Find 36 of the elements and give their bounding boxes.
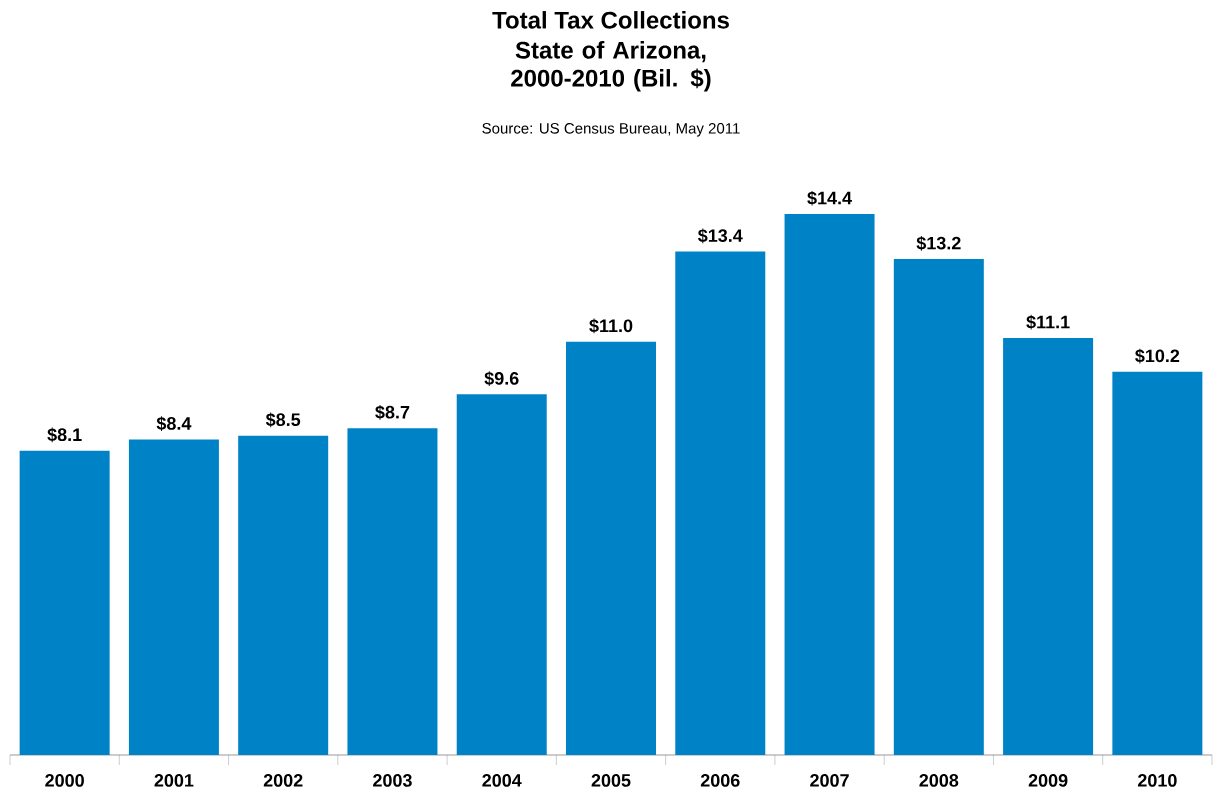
bar	[1112, 371, 1203, 755]
data-label: $8.7	[375, 405, 410, 420]
bar	[238, 435, 329, 755]
data-label: $8.1	[47, 427, 82, 443]
data-label: $14.4	[807, 190, 852, 206]
bar	[784, 213, 875, 755]
data-label: $10.2	[1135, 348, 1180, 364]
bar	[456, 394, 547, 755]
x-tick-label: 2009	[1028, 774, 1068, 787]
bar	[893, 259, 984, 755]
source-note: Source: US Census Bureau, May 2011	[482, 123, 740, 137]
x-tick-label: 2002	[263, 774, 303, 787]
data-label: $13.2	[916, 235, 961, 251]
data-label: $11.1	[1026, 314, 1070, 330]
x-tick-label: 2001	[154, 774, 194, 787]
x-tick-label: 2000	[45, 774, 84, 787]
data-label: $8.5	[265, 412, 301, 428]
bar	[128, 439, 219, 755]
data-label: $11.0	[589, 318, 633, 334]
bar	[347, 428, 438, 755]
x-tick-label: 2004	[482, 774, 522, 787]
chart-subtitle: State of Arizona, 2000-2010 (Bil. $)	[511, 41, 711, 92]
x-tick-label: 2006	[700, 774, 740, 787]
x-tick-label: 2007	[810, 774, 849, 787]
data-label: $8.4	[156, 416, 192, 432]
data-label: $13.4	[698, 228, 743, 244]
data-label: $9.6	[484, 371, 519, 386]
bar	[566, 341, 656, 755]
x-tick-label: 2005	[591, 774, 631, 787]
chart-title: Total Tax Collections	[492, 11, 729, 29]
x-tick-label: 2008	[919, 774, 959, 787]
x-tick-label: 2003	[373, 774, 412, 787]
x-tick-label: 2010	[1137, 774, 1177, 787]
bar	[675, 251, 766, 755]
bar	[19, 450, 110, 755]
bar	[1003, 337, 1094, 755]
